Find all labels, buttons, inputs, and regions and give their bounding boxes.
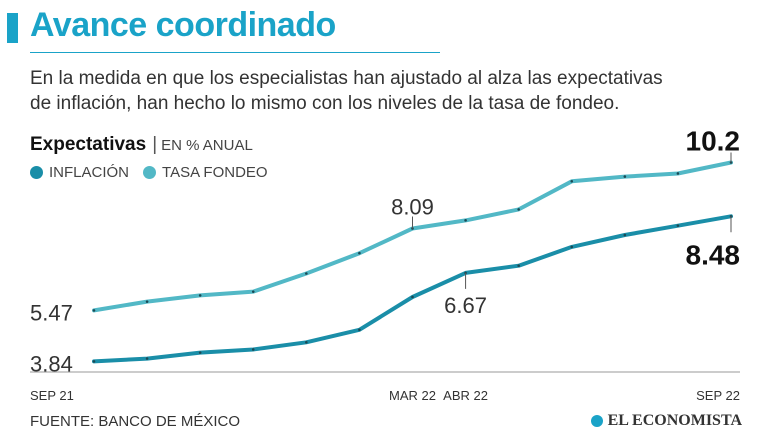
data-label-tasa: 5.47 xyxy=(30,300,73,325)
x-tick-label: SEP 21 xyxy=(30,388,74,403)
globe-icon xyxy=(590,415,603,427)
title-accent-bar xyxy=(7,13,18,43)
data-point-tasa xyxy=(305,272,308,275)
data-point-tasa xyxy=(145,300,149,303)
subtitle-line-2: de inflación, han hecho lo mismo con los… xyxy=(30,93,620,114)
title-rule xyxy=(30,52,440,53)
data-point-inflacion xyxy=(358,328,361,332)
data-label-inflacion: 8.48 xyxy=(686,239,741,270)
source-note: FUENTE: BANCO DE MÉXICO xyxy=(30,413,241,430)
x-tick-label: ABR 22 xyxy=(443,388,488,403)
data-point-inflacion xyxy=(251,348,255,351)
chart-legend: INFLACIÓN TASA FONDEO xyxy=(30,164,282,181)
x-tick-label: SEP 22 xyxy=(696,388,740,403)
data-label-inflacion: 3.84 xyxy=(30,351,73,376)
data-point-inflacion xyxy=(145,357,149,360)
data-point-tasa xyxy=(198,294,202,297)
data-label-tasa: 8.09 xyxy=(391,194,434,219)
brand-name: EL ECONOMISTA xyxy=(607,412,742,429)
chart-heading-label: Expectativas xyxy=(30,134,147,155)
data-point-inflacion xyxy=(92,360,96,363)
data-point-inflacion xyxy=(198,351,202,354)
data-point-tasa xyxy=(358,251,361,255)
series-line-inflacion xyxy=(92,214,733,364)
chart-heading-unit: EN % ANUAL xyxy=(161,137,253,154)
data-label-inflacion: 6.67 xyxy=(444,293,487,318)
data-point-tasa xyxy=(464,219,467,222)
chart-heading: Expectativas | EN % ANUAL xyxy=(30,134,253,156)
chart-heading-separator: | xyxy=(152,134,158,155)
data-point-inflacion xyxy=(411,295,414,299)
series-line-tasa xyxy=(92,160,733,313)
data-point-inflacion xyxy=(623,233,627,237)
data-point-inflacion xyxy=(305,340,308,344)
legend-label-inflacion: INFLACIÓN xyxy=(49,164,130,181)
data-point-tasa xyxy=(92,309,96,312)
data-point-tasa xyxy=(676,172,680,175)
page-title: Avance coordinado xyxy=(30,6,336,44)
data-point-tasa xyxy=(517,208,520,211)
data-point-inflacion xyxy=(570,245,574,249)
data-point-tasa xyxy=(570,179,574,183)
legend-swatch-inflacion xyxy=(30,166,43,179)
data-point-inflacion xyxy=(676,224,680,227)
data-point-tasa xyxy=(251,290,255,293)
data-label-tasa: 10.2 xyxy=(686,126,741,157)
legend-item-inflacion: INFLACIÓN xyxy=(30,164,129,181)
brand-logo: EL ECONOMISTA xyxy=(590,412,742,430)
legend-swatch-tasa xyxy=(143,166,157,179)
subtitle-line-1: En la medida en que los especialistas ha… xyxy=(30,68,663,89)
data-point-inflacion xyxy=(517,264,520,267)
legend-item-tasa: TASA FONDEO xyxy=(143,164,268,181)
data-point-tasa xyxy=(623,175,627,178)
subtitle: En la medida en que los especialistas ha… xyxy=(30,66,750,116)
x-tick-label: MAR 22 xyxy=(389,388,436,403)
legend-label-tasa: TASA FONDEO xyxy=(162,164,268,181)
